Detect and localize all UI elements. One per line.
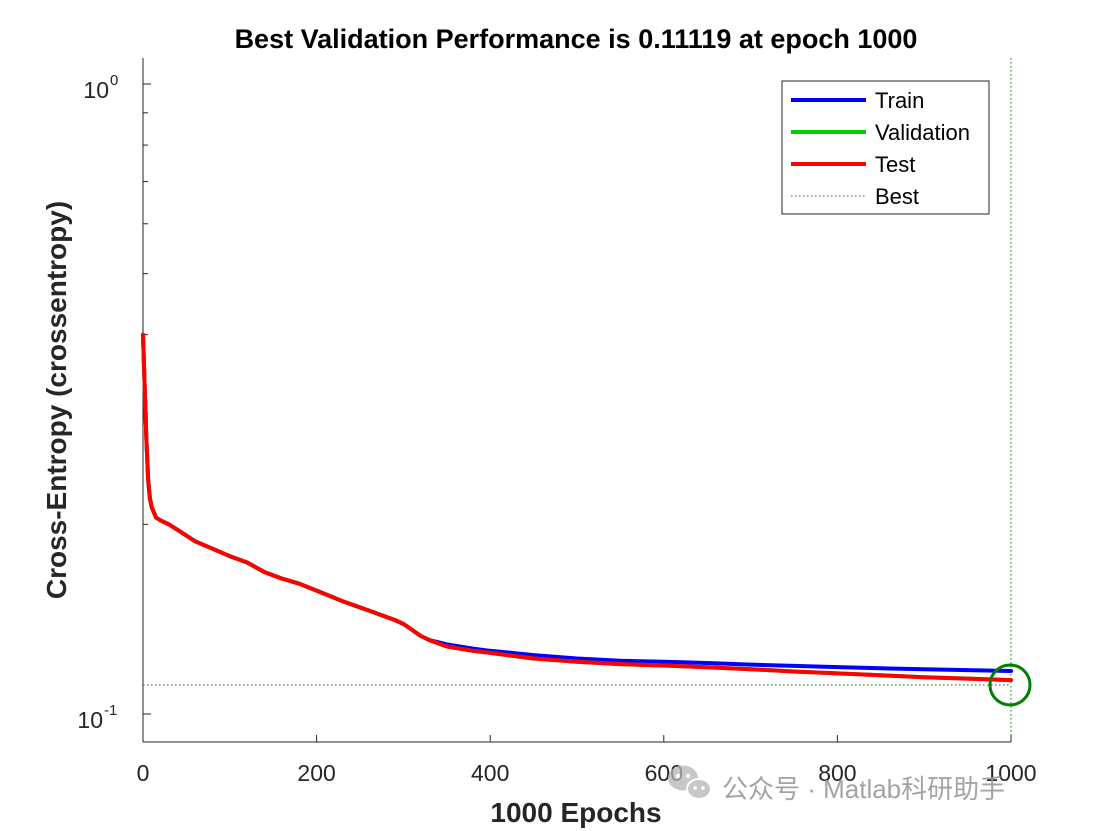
- x-tick-label: 1000: [985, 760, 1036, 786]
- watermark-text: 公众号 · Matlab科研助手: [722, 774, 1005, 804]
- x-tick-label: 200: [297, 760, 335, 786]
- y-tick-base: 10: [77, 707, 103, 733]
- y-tick-label: 10 -1: [77, 702, 117, 733]
- x-axis-label: 1000 Epochs: [490, 797, 661, 828]
- y-tick-base: 10: [83, 77, 109, 103]
- x-tick-label: 800: [818, 760, 856, 786]
- x-tick-label: 0: [137, 760, 150, 786]
- y-axis-label: Cross-Entropy (crossentropy): [41, 201, 72, 599]
- series-line-test: [141, 332, 1013, 683]
- legend-label-test: Test: [875, 152, 915, 177]
- y-tick-exponent: 0: [110, 72, 118, 89]
- y-tick-label: 10 0: [83, 72, 118, 103]
- legend-label-best: Best: [875, 184, 919, 209]
- wechat-icon: [668, 765, 712, 800]
- legend-label-train: Train: [875, 88, 924, 113]
- watermark: 公众号 · Matlab科研助手: [668, 765, 1005, 804]
- best-marker-circle: [988, 663, 1032, 707]
- x-tick-label: 400: [471, 760, 509, 786]
- chart-title: Best Validation Performance is 0.11119 a…: [235, 24, 918, 54]
- y-tick-exponent: -1: [104, 702, 117, 719]
- legend-label-validation: Validation: [875, 120, 970, 145]
- legend-box: [781, 80, 990, 215]
- legend: Train Validation Test Best: [781, 80, 990, 215]
